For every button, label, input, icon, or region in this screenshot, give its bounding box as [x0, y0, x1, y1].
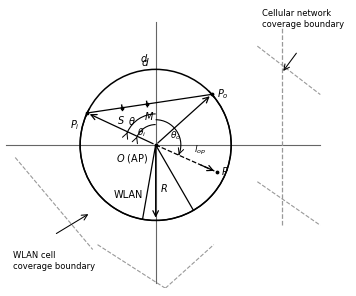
Text: WLAN cell
coverage boundary: WLAN cell coverage boundary — [13, 251, 95, 271]
Text: $P$: $P$ — [221, 165, 229, 177]
Text: WLAN: WLAN — [114, 190, 143, 200]
Text: $\theta_o$: $\theta_o$ — [171, 130, 182, 142]
Text: $S$: $S$ — [117, 114, 125, 126]
Text: $P_o$: $P_o$ — [217, 87, 228, 101]
Text: $M$: $M$ — [144, 110, 154, 122]
Text: $d$: $d$ — [141, 56, 150, 68]
Text: $\theta_i$: $\theta_i$ — [137, 126, 147, 139]
Text: Cellular network
coverage boundary: Cellular network coverage boundary — [262, 9, 344, 29]
Text: $R$: $R$ — [159, 181, 167, 194]
Text: $l_{op}$: $l_{op}$ — [194, 144, 206, 157]
Text: $P_i$: $P_i$ — [70, 118, 79, 132]
Text: $d$: $d$ — [140, 52, 148, 65]
Text: $\theta$: $\theta$ — [127, 115, 135, 127]
Text: $O$ (AP): $O$ (AP) — [116, 152, 148, 165]
